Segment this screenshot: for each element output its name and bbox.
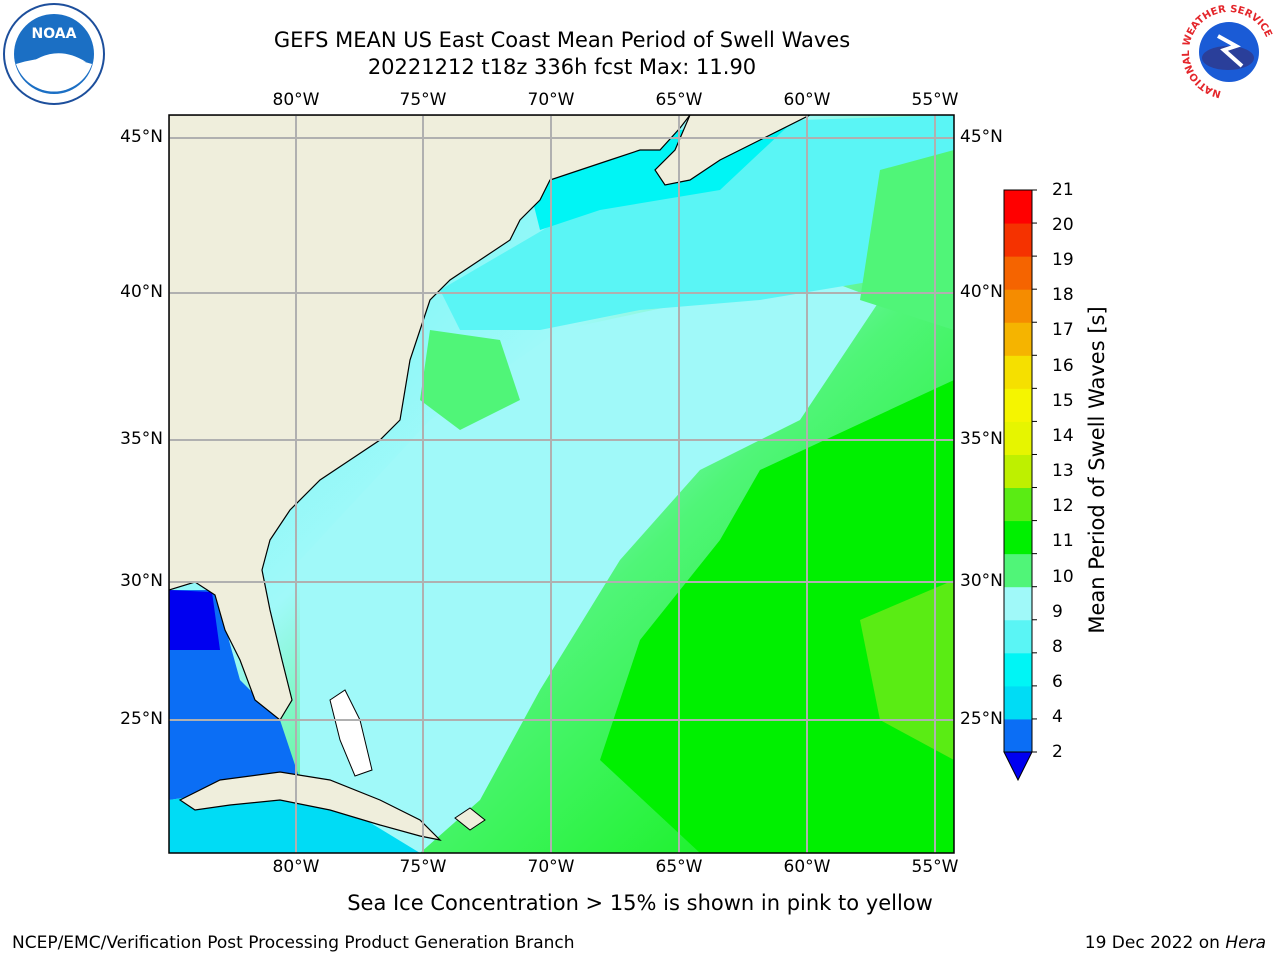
colorbar-bin xyxy=(1004,718,1032,753)
lat-label-right: 45°N xyxy=(960,127,1003,147)
hispaniola-land xyxy=(454,807,486,831)
chart-subtitle: 20221212 t18z 336h fcst Max: 11.90 xyxy=(367,55,757,79)
lat-label-right: 40°N xyxy=(960,282,1003,302)
colorbar-tick-label: 2 xyxy=(1052,742,1063,762)
colorbar-bin xyxy=(1004,685,1032,720)
colorbar xyxy=(1003,189,1037,782)
footer-date: 19 Dec 2022 on Hera xyxy=(1085,933,1266,953)
lon-label-top: 75°W xyxy=(399,90,447,110)
colorbar-bin xyxy=(1004,289,1032,323)
lon-label-top: 55°W xyxy=(911,90,959,110)
colorbar-tick-label: 14 xyxy=(1052,426,1074,446)
colorbar-bin xyxy=(1004,223,1032,257)
colorbar-tick-label: 10 xyxy=(1052,567,1074,587)
north-america-land xyxy=(169,115,691,721)
footer-host: Hera xyxy=(1225,933,1266,953)
colorbar-bin xyxy=(1004,190,1032,224)
sea-ice-note: Sea Ice Concentration > 15% is shown in … xyxy=(347,891,933,915)
map-border xyxy=(168,114,955,854)
colorbar-bin xyxy=(1004,256,1032,290)
colorbar-bin xyxy=(1004,652,1032,687)
footer-date-text: 19 Dec 2022 on xyxy=(1084,933,1226,953)
colorbar-tick-label: 21 xyxy=(1052,180,1074,200)
colorbar-tick-label: 13 xyxy=(1052,461,1074,481)
lon-label-bottom: 55°W xyxy=(911,857,959,877)
lat-label-left: 40°N xyxy=(120,282,163,302)
colorbar-bin xyxy=(1004,619,1032,654)
noaa-logo-text: NOAA xyxy=(32,26,77,42)
bahamas-islands xyxy=(329,689,373,777)
lat-label-left: 45°N xyxy=(120,127,163,147)
lat-label-left: 25°N xyxy=(120,709,163,729)
nws-logo: NATIONAL WEATHER SERVICE xyxy=(1181,4,1277,100)
graticule xyxy=(169,115,954,853)
lon-label-top: 80°W xyxy=(272,90,320,110)
colorbar-tick-label: 4 xyxy=(1052,707,1063,727)
lat-label-right: 35°N xyxy=(960,429,1003,449)
colorbar-bin xyxy=(1004,421,1032,455)
colorbar-title: Mean Period of Swell Waves [s] xyxy=(1085,306,1109,634)
colorbar-bin xyxy=(1004,487,1032,522)
nova-scotia-land xyxy=(654,115,811,186)
chart-title: GEFS MEAN US East Coast Mean Period of S… xyxy=(273,28,851,52)
lat-label-right: 30°N xyxy=(960,571,1003,591)
colorbar-bin xyxy=(1004,322,1032,356)
colorbar-bin xyxy=(1004,586,1032,621)
lon-label-top: 60°W xyxy=(783,90,831,110)
lon-label-bottom: 60°W xyxy=(783,857,831,877)
lon-label-top: 65°W xyxy=(655,90,703,110)
colorbar-under-arrow xyxy=(1003,751,1033,782)
lat-label-left: 30°N xyxy=(120,571,163,591)
colorbar-bin xyxy=(1004,388,1032,422)
colorbar-tick-label: 19 xyxy=(1052,250,1074,270)
lon-label-bottom: 75°W xyxy=(399,857,447,877)
colorbar-bin xyxy=(1004,520,1032,555)
colorbar-tick-label: 12 xyxy=(1052,496,1074,516)
colorbar-bin xyxy=(1004,454,1032,489)
cuba-land xyxy=(178,771,442,841)
colorbar-tick-label: 8 xyxy=(1052,637,1063,657)
colorbar-tick-label: 6 xyxy=(1052,672,1063,692)
lat-label-left: 35°N xyxy=(120,429,163,449)
land-masses xyxy=(169,115,811,841)
colorbar-tick-label: 18 xyxy=(1052,285,1074,305)
colorbar-bin xyxy=(1004,355,1032,389)
noaa-logo: NOAA xyxy=(3,3,105,105)
colorbar-bin xyxy=(1004,553,1032,588)
lon-label-top: 70°W xyxy=(527,90,575,110)
lat-label-right: 25°N xyxy=(960,709,1003,729)
colorbar-tick-label: 20 xyxy=(1052,215,1074,235)
colorbar-tick-label: 15 xyxy=(1052,391,1074,411)
colorbar-tick-label: 11 xyxy=(1052,531,1074,551)
lon-label-bottom: 80°W xyxy=(272,857,320,877)
colorbar-tick-label: 17 xyxy=(1052,320,1074,340)
lon-label-bottom: 70°W xyxy=(527,857,575,877)
colorbar-border xyxy=(1003,189,1033,753)
lon-label-bottom: 65°W xyxy=(655,857,703,877)
footer-credit: NCEP/EMC/Verification Post Processing Pr… xyxy=(12,933,575,953)
colorbar-tick-label: 9 xyxy=(1052,602,1063,622)
colorbar-tick-label: 16 xyxy=(1052,356,1074,376)
